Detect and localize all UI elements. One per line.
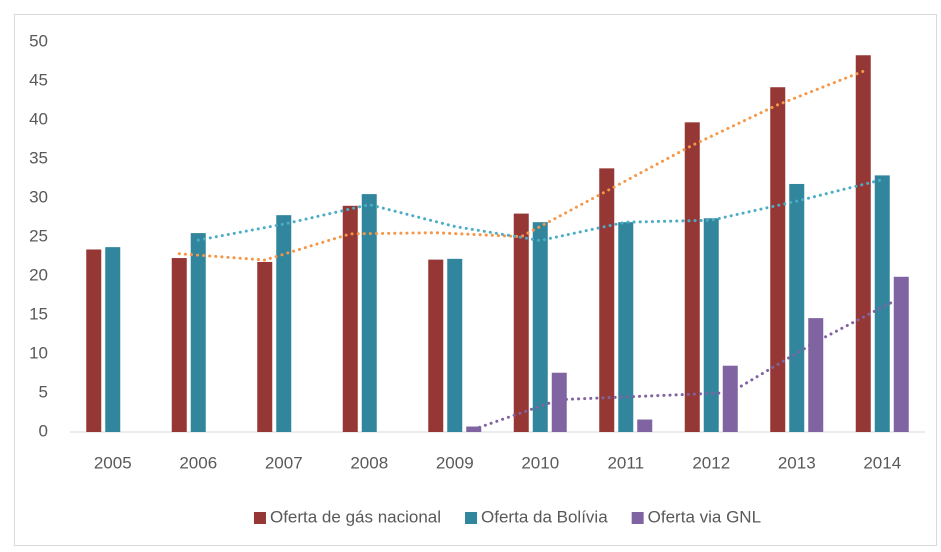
- y-tick-label: 10: [29, 343, 48, 362]
- trendline: [196, 178, 884, 243]
- bar: [770, 87, 786, 433]
- y-tick-label: 25: [29, 226, 48, 245]
- y-tick-label: 5: [39, 382, 48, 401]
- bar: [874, 175, 890, 432]
- y-tick-label: 35: [29, 148, 48, 167]
- y-tick-label: 30: [29, 187, 48, 206]
- bar: [513, 213, 529, 432]
- bar: [447, 258, 463, 432]
- bar: [428, 259, 444, 432]
- y-tick-label: 50: [29, 31, 48, 50]
- bar: [893, 276, 909, 432]
- bar: [703, 218, 719, 432]
- legend-swatch: [253, 512, 266, 524]
- bar: [551, 372, 567, 432]
- legend-label: Oferta da Bolívia: [481, 507, 608, 526]
- x-tick-label: 2005: [94, 453, 132, 472]
- bar: [618, 222, 634, 432]
- x-tick-label: 2008: [350, 453, 388, 472]
- legend-swatch: [631, 512, 644, 524]
- bar: [722, 365, 738, 432]
- x-tick-label: 2006: [179, 453, 217, 472]
- y-tick-label: 0: [39, 421, 48, 440]
- bar: [789, 183, 805, 432]
- bar: [808, 318, 824, 432]
- bar: [257, 261, 273, 432]
- bar: [105, 247, 121, 432]
- y-tick-label: 15: [29, 304, 48, 323]
- bar: [342, 205, 358, 432]
- x-tick-label: 2013: [778, 453, 816, 472]
- x-tick-label: 2014: [863, 453, 901, 472]
- legend-label: Oferta via GNL: [648, 507, 761, 526]
- bar: [190, 233, 206, 432]
- x-tick-label: 2009: [436, 453, 474, 472]
- x-tick-label: 2011: [607, 453, 644, 472]
- y-tick-label: 40: [29, 109, 48, 128]
- y-tick-label: 20: [29, 265, 48, 284]
- x-tick-label: 2007: [265, 453, 303, 472]
- bar: [361, 194, 377, 432]
- x-tick-label: 2010: [521, 453, 559, 472]
- x-tick-label: 2012: [692, 453, 730, 472]
- legend-swatch: [465, 512, 478, 524]
- bar: [599, 168, 615, 433]
- bar: [637, 419, 653, 432]
- trendline: [472, 295, 903, 431]
- bar: [171, 258, 187, 432]
- bar: [276, 215, 292, 432]
- bar: [855, 55, 871, 432]
- legend-label: Oferta de gás nacional: [270, 507, 441, 526]
- y-tick-label: 45: [29, 70, 48, 89]
- bar: [532, 222, 548, 432]
- bar: [86, 249, 102, 432]
- bar: [684, 122, 700, 432]
